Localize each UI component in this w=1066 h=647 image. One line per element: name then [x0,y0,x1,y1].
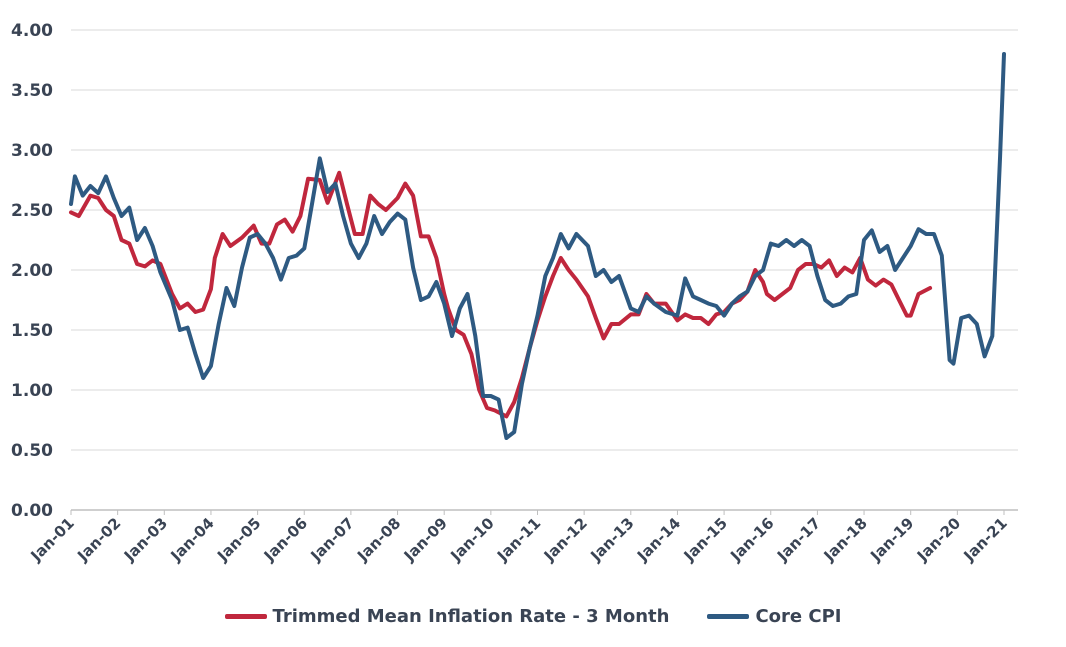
y-tick-label: 0.00 [11,501,53,521]
legend-item-trimmed-mean: Trimmed Mean Inflation Rate - 3 Month [224,606,670,627]
x-tick-label: Jan-11 [493,514,544,565]
y-tick-label: 3.50 [11,81,53,101]
x-tick-label: Jan-20 [913,514,964,565]
line-chart: 0.00 0.50 1.00 1.50 2.00 2.50 3.00 3.50 4.00 Jan… [11,21,1018,565]
y-tick-label: 1.00 [11,381,53,401]
x-tick-label: Jan-15 [680,514,731,565]
x-tick-label: Jan-12 [540,514,591,565]
x-tick-label: Jan-06 [260,514,311,565]
x-tick-label: Jan-02 [73,514,124,565]
series-lines [69,52,1006,440]
y-tick-label: 0.50 [11,441,53,461]
x-tick-label: Jan-17 [773,514,824,565]
x-tick-label: Jan-01 [27,514,78,565]
x-tick-label: Jan-14 [633,514,684,565]
x-tick-label: Jan-05 [213,514,264,565]
y-tick-label: 2.50 [11,201,53,221]
legend-swatch-core-cpi [707,614,750,619]
x-tick-label: Jan-09 [400,514,451,565]
x-tick-label: Jan-03 [120,514,171,565]
x-tick-label: Jan-07 [306,514,357,565]
y-tick-label: 2.00 [11,261,53,281]
x-axis-tick-labels: Jan-01Jan-02Jan-03Jan-04Jan-05Jan-06Jan-… [27,510,1011,565]
x-tick-label: Jan-21 [960,514,1011,565]
legend-item-core-cpi: Core CPI [707,606,841,627]
x-tick-label: Jan-16 [726,514,777,565]
legend-swatch-trimmed-mean [224,614,267,619]
x-tick-label: Jan-10 [446,514,497,565]
series-line-trimmed-mean [69,170,933,419]
y-axis-tick-labels: 0.00 0.50 1.00 1.50 2.00 2.50 3.00 3.50 4.00 [11,21,53,521]
legend-label-trimmed-mean: Trimmed Mean Inflation Rate - 3 Month [272,606,670,627]
y-tick-label: 4.00 [11,21,53,41]
series-line-core-cpi [69,52,1006,440]
gridlines [71,29,1018,451]
legend: Trimmed Mean Inflation Rate - 3 Month Co… [0,606,1066,627]
x-tick-label: Jan-04 [167,514,218,565]
x-tick-label: Jan-19 [866,514,917,565]
x-tick-label: Jan-08 [353,514,404,565]
y-tick-label: 3.00 [11,141,53,161]
x-tick-label: Jan-18 [820,514,871,565]
legend-label-core-cpi: Core CPI [755,606,842,627]
x-tick-label: Jan-13 [586,514,637,565]
y-tick-label: 1.50 [11,321,53,341]
